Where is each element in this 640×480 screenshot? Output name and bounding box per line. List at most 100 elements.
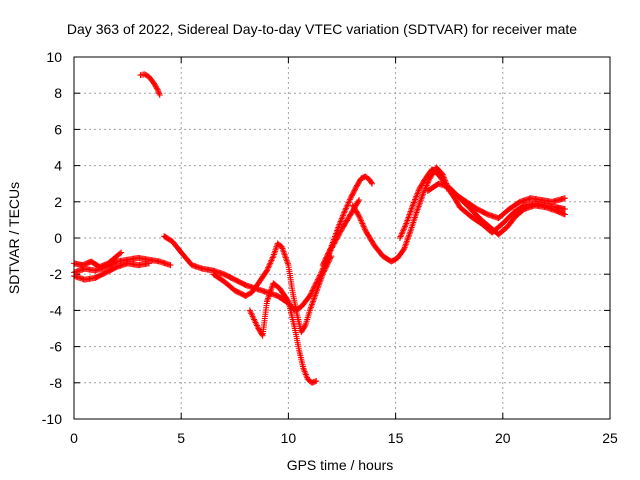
data-point <box>347 195 354 202</box>
data-point <box>402 223 409 230</box>
data-point <box>306 292 313 299</box>
data-point <box>335 222 342 229</box>
data-point <box>352 186 359 193</box>
data-point <box>338 215 345 222</box>
data-point <box>415 187 422 194</box>
series-arc-early-3 <box>71 249 125 270</box>
data-point <box>267 260 274 267</box>
data-point <box>398 232 405 239</box>
data-point <box>344 202 351 209</box>
data-point <box>337 218 344 225</box>
data-point <box>320 260 327 267</box>
y-tick-label: -2 <box>50 266 63 282</box>
data-point <box>118 249 125 256</box>
data-point <box>424 181 431 188</box>
data-point <box>345 200 352 207</box>
data-point <box>313 377 320 384</box>
tick-labels: 0 5 10 15 20 25 -10 -8 -6 -4 -2 0 2 4 6 8 10 <box>42 49 618 446</box>
data-point <box>335 224 342 231</box>
data-point <box>423 182 430 189</box>
data-point <box>322 256 329 263</box>
data-point <box>412 195 419 202</box>
data-point <box>397 233 404 240</box>
y-tick-label: 6 <box>54 121 62 137</box>
plot-frame <box>73 56 611 420</box>
data-point <box>336 221 343 228</box>
data-point <box>360 221 367 228</box>
data-point <box>323 253 330 260</box>
data-point <box>307 291 314 298</box>
y-tick-label: 4 <box>54 158 62 174</box>
data-point <box>341 208 348 215</box>
data-point <box>356 196 363 203</box>
y-tick-label: 10 <box>46 49 62 65</box>
data-point <box>326 247 333 254</box>
y-tick-label: -6 <box>50 339 63 355</box>
data-point <box>320 268 327 275</box>
data-point <box>413 192 420 199</box>
data-point <box>400 227 407 234</box>
data-point <box>402 221 409 228</box>
data-point <box>337 220 344 227</box>
data-point <box>339 214 346 221</box>
data-point <box>320 269 327 276</box>
data-point <box>352 185 359 192</box>
x-tick-label: 20 <box>495 430 511 446</box>
series-arc-high <box>137 71 163 99</box>
data-point <box>412 196 419 203</box>
series-arc-late-3 <box>452 191 568 222</box>
data-point <box>322 266 329 273</box>
y-tick-label: 8 <box>54 85 62 101</box>
data-point <box>324 251 331 258</box>
x-tick-label: 15 <box>388 430 404 446</box>
data-point <box>156 92 163 99</box>
data-point <box>340 211 347 218</box>
data-point <box>343 203 350 210</box>
data-point <box>401 224 408 231</box>
data-point <box>355 198 362 205</box>
data-point <box>346 196 353 203</box>
x-tick-label: 10 <box>281 430 297 446</box>
data-point <box>359 220 366 227</box>
y-axis-label: SDTVAR / TECUs <box>6 182 22 294</box>
data-point <box>420 189 427 196</box>
data-point <box>268 257 275 264</box>
data-point <box>146 260 153 267</box>
data-point <box>323 263 330 270</box>
data-point <box>266 261 273 268</box>
series-arc-late-2 <box>424 180 568 238</box>
chart-title: Day 363 of 2022, Sidereal Day-to-day VTE… <box>67 21 577 37</box>
series-arc-mid-4 <box>319 173 376 269</box>
data-point <box>356 214 363 221</box>
data-point <box>258 331 265 338</box>
data-point <box>327 245 334 252</box>
series-arc-mid-1 <box>161 196 363 314</box>
data-point <box>413 193 420 200</box>
data-point <box>321 258 328 265</box>
data-point <box>399 229 406 236</box>
data-point <box>369 180 376 187</box>
data-point <box>154 86 161 93</box>
data-point <box>267 258 274 265</box>
data-point <box>339 212 346 219</box>
data-point <box>323 254 330 261</box>
data-point <box>348 192 355 199</box>
data-point <box>349 191 356 198</box>
series-arc-mid-3 <box>246 280 320 386</box>
y-tick-label: 0 <box>54 230 62 246</box>
data-point <box>350 188 357 195</box>
data-point <box>350 190 357 197</box>
data-point <box>361 226 368 233</box>
data-point <box>414 190 421 197</box>
series-arc-mid-2 <box>210 240 335 336</box>
data-point <box>361 224 368 231</box>
data-point <box>320 259 327 266</box>
data-point <box>400 226 407 233</box>
data-point <box>265 264 272 271</box>
data-point <box>117 250 124 257</box>
data-point <box>351 187 358 194</box>
data-point <box>325 250 332 257</box>
data-point <box>325 249 332 256</box>
y-tick-label: -8 <box>50 375 63 391</box>
